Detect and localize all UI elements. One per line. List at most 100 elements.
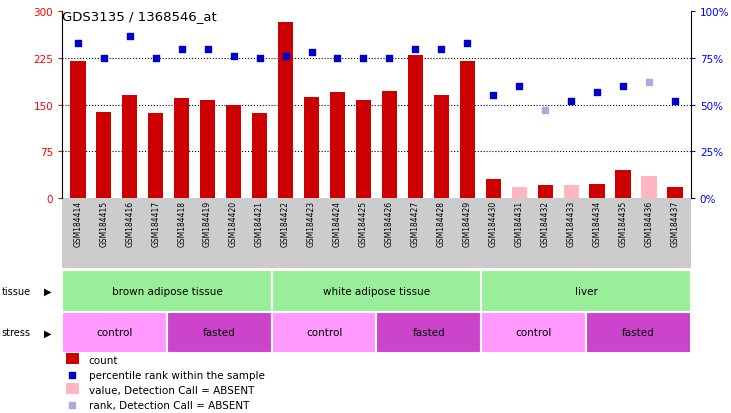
Text: ▶: ▶ — [44, 328, 51, 337]
Bar — [62, 271, 272, 312]
Text: GSM184417: GSM184417 — [151, 200, 160, 247]
Point — [254, 56, 265, 62]
Bar — [66, 383, 79, 394]
Bar — [66, 354, 79, 364]
Text: GSM184432: GSM184432 — [541, 200, 550, 247]
Text: GSM184435: GSM184435 — [618, 200, 628, 247]
Point — [280, 54, 292, 60]
Text: brown adipose tissue: brown adipose tissue — [112, 286, 222, 296]
Bar — [589, 185, 605, 198]
Point — [566, 98, 577, 105]
Point — [513, 83, 525, 90]
Bar — [586, 312, 691, 353]
Text: GSM184422: GSM184422 — [281, 200, 290, 246]
Text: GSM184431: GSM184431 — [515, 200, 524, 247]
Text: GSM184420: GSM184420 — [229, 200, 238, 247]
Text: fasted: fasted — [622, 328, 655, 337]
Text: GSM184428: GSM184428 — [437, 200, 446, 246]
Text: white adipose tissue: white adipose tissue — [323, 286, 430, 296]
Point — [228, 54, 240, 60]
Text: tissue: tissue — [1, 286, 31, 296]
Point — [150, 56, 162, 62]
Bar — [62, 312, 167, 353]
Bar — [485, 180, 501, 198]
Bar — [433, 96, 450, 198]
Bar — [356, 101, 371, 198]
Bar — [382, 92, 397, 198]
Text: fasted: fasted — [412, 328, 445, 337]
Text: GSM184418: GSM184418 — [177, 200, 186, 246]
Bar — [278, 23, 293, 198]
Bar — [512, 187, 527, 198]
Bar — [251, 113, 268, 198]
Bar — [174, 99, 189, 198]
Point — [202, 46, 213, 53]
Text: GSM184427: GSM184427 — [411, 200, 420, 247]
Point — [409, 46, 421, 53]
Text: GSM184419: GSM184419 — [203, 200, 212, 247]
Text: ▶: ▶ — [44, 286, 51, 296]
Bar — [70, 62, 86, 198]
Bar — [481, 312, 586, 353]
Bar — [167, 312, 272, 353]
Bar — [200, 101, 216, 198]
Text: GSM184423: GSM184423 — [307, 200, 316, 247]
Text: GSM184424: GSM184424 — [333, 200, 342, 247]
Text: GSM184426: GSM184426 — [385, 200, 394, 247]
Point — [618, 83, 629, 90]
Point — [98, 56, 110, 62]
Point — [67, 402, 78, 409]
Bar — [564, 186, 579, 198]
Text: control: control — [515, 328, 552, 337]
Bar — [226, 105, 241, 198]
Bar — [148, 113, 164, 198]
Text: rank, Detection Call = ABSENT: rank, Detection Call = ABSENT — [88, 401, 249, 411]
Bar — [303, 98, 319, 198]
Point — [461, 41, 473, 47]
Bar — [616, 170, 631, 198]
Text: stress: stress — [1, 328, 31, 337]
Point — [175, 46, 187, 53]
Point — [384, 56, 395, 62]
Point — [643, 80, 655, 86]
Bar — [96, 113, 112, 198]
Bar — [667, 187, 683, 198]
Bar — [376, 312, 481, 353]
Bar — [272, 271, 481, 312]
Point — [436, 46, 447, 53]
Point — [67, 372, 78, 379]
Text: GDS3135 / 1368546_at: GDS3135 / 1368546_at — [62, 10, 217, 23]
Point — [670, 98, 681, 105]
Text: GSM184434: GSM184434 — [593, 200, 602, 247]
Bar — [122, 96, 137, 198]
Point — [591, 89, 603, 96]
Text: GSM184416: GSM184416 — [125, 200, 135, 247]
Text: GSM184437: GSM184437 — [671, 200, 680, 247]
Text: GSM184421: GSM184421 — [255, 200, 264, 246]
Text: GSM184415: GSM184415 — [99, 200, 108, 247]
Bar — [460, 62, 475, 198]
Text: percentile rank within the sample: percentile rank within the sample — [88, 370, 265, 380]
Point — [332, 56, 344, 62]
Text: fasted: fasted — [203, 328, 235, 337]
Text: value, Detection Call = ABSENT: value, Detection Call = ABSENT — [88, 386, 254, 396]
Text: GSM184430: GSM184430 — [489, 200, 498, 247]
Point — [488, 93, 499, 100]
Bar — [641, 177, 657, 198]
Text: GSM184436: GSM184436 — [645, 200, 654, 247]
Text: GSM184425: GSM184425 — [359, 200, 368, 247]
Text: liver: liver — [575, 286, 597, 296]
Text: GSM184414: GSM184414 — [73, 200, 82, 247]
Bar — [330, 93, 345, 198]
Text: GSM184433: GSM184433 — [567, 200, 576, 247]
Bar — [272, 312, 376, 353]
Text: control: control — [306, 328, 342, 337]
Bar — [537, 186, 553, 198]
Point — [539, 108, 551, 114]
Point — [124, 33, 135, 40]
Text: count: count — [88, 356, 118, 366]
Text: GSM184429: GSM184429 — [463, 200, 472, 247]
Point — [357, 56, 369, 62]
Bar — [481, 271, 691, 312]
Text: control: control — [96, 328, 133, 337]
